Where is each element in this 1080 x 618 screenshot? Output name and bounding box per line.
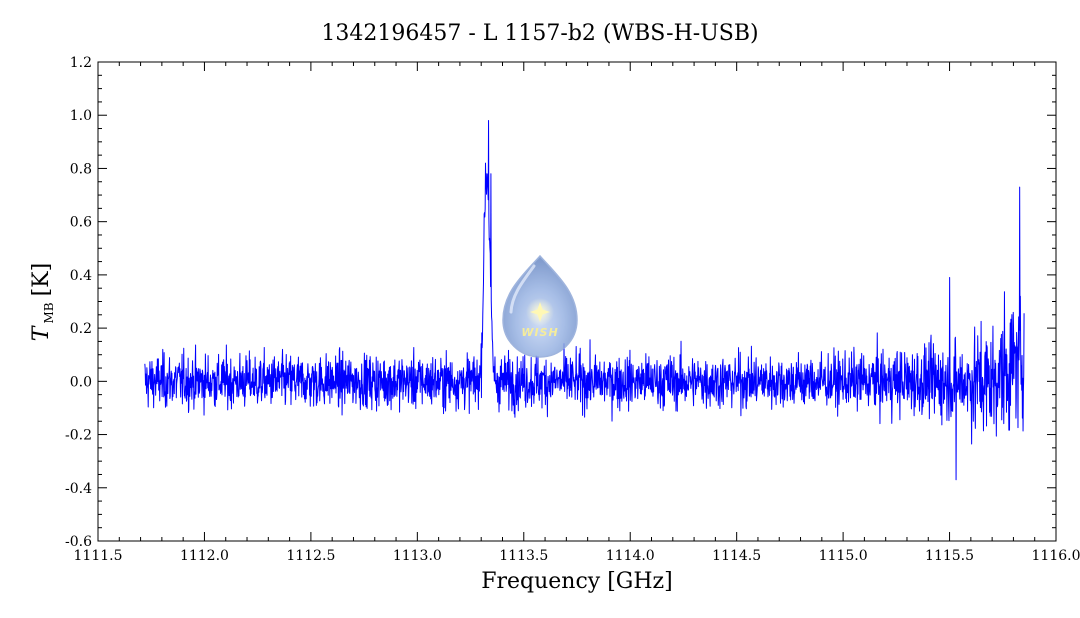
y-tick-label: 0.8 <box>70 161 92 177</box>
x-axis-label: Frequency [GHz] <box>481 569 673 594</box>
y-axis-ticks: -0.6 -0.4 -0.2 0.0 0.2 0.4 0.6 0.8 1.0 1.2 <box>65 55 1056 550</box>
y-tick-label: -0.6 <box>65 534 92 550</box>
wish-logo-text: WISH <box>521 326 558 339</box>
spectrum-line <box>144 120 1025 481</box>
x-tick-label: 1116.0 <box>1032 548 1080 564</box>
x-tick-label: 1113.5 <box>499 548 548 564</box>
x-tick-label: 1114.0 <box>606 548 655 564</box>
y-tick-label: 0.4 <box>70 268 92 284</box>
y-tick-label: 1.2 <box>70 55 92 71</box>
svg-text:TMB[K]: TMB [K] <box>29 263 56 341</box>
y-tick-label: 0.0 <box>70 374 92 390</box>
y-tick-label: 0.6 <box>70 215 92 231</box>
x-tick-label: 1115.0 <box>819 548 868 564</box>
star-icon <box>530 302 550 322</box>
x-tick-label: 1113.0 <box>393 548 442 564</box>
x-tick-label: 1112.0 <box>180 548 229 564</box>
y-axis-label: TMB [K] <box>29 263 56 341</box>
plot-area <box>144 120 1025 481</box>
y-tick-label: 1.0 <box>70 108 92 124</box>
y-axis-label-symbol: T <box>29 324 54 341</box>
x-tick-label: 1111.5 <box>74 548 123 564</box>
x-tick-label: 1114.5 <box>712 548 761 564</box>
x-tick-label: 1112.5 <box>286 548 335 564</box>
x-tick-label: 1115.5 <box>925 548 974 564</box>
plot-frame <box>97 61 1057 542</box>
y-tick-label: 0.2 <box>70 321 92 337</box>
chart-title: 1342196457 - L 1157-b2 (WBS-H-USB) <box>321 21 758 46</box>
x-axis-ticks: 1111.5 1112.0 1112.5 1113.0 1113.5 1114.0 1114… <box>74 62 1080 564</box>
wish-logo: WISH <box>502 254 578 358</box>
y-tick-label: -0.4 <box>65 481 92 497</box>
y-axis-label-subscript: MB <box>42 302 56 323</box>
y-tick-label: -0.2 <box>65 428 92 444</box>
y-axis-label-unit: [K] <box>29 263 54 297</box>
